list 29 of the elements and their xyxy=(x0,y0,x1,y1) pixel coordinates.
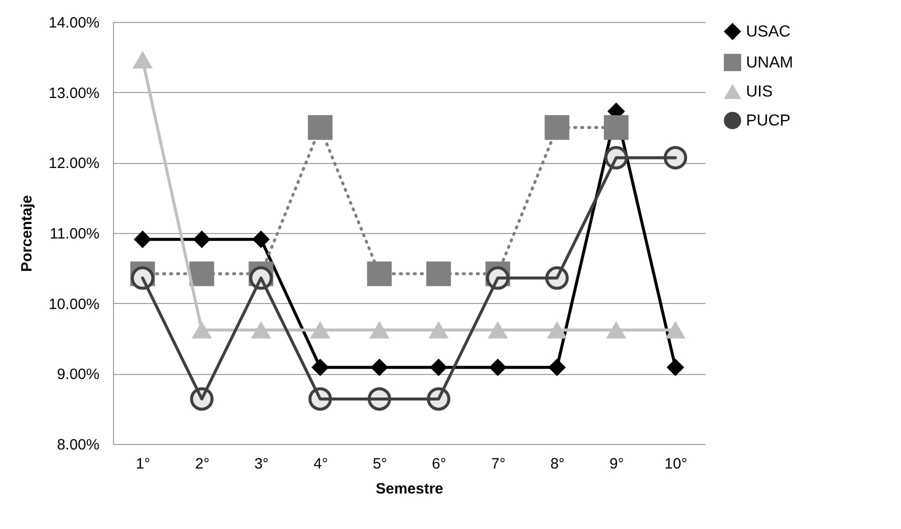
point xyxy=(367,261,392,286)
y-tick-label: 14.00% xyxy=(48,14,100,32)
legend-label: UNAM xyxy=(746,54,794,72)
x-tick-label: 5° xyxy=(372,456,388,472)
point xyxy=(426,261,451,286)
y-axis-title: Porcentaje xyxy=(18,195,36,272)
point xyxy=(604,115,629,140)
y-tick-label: 8.00% xyxy=(56,436,100,454)
x-tick-label: 8° xyxy=(550,456,565,472)
x-tick-label: 1° xyxy=(136,456,150,472)
y-tick-label: 10.00% xyxy=(48,296,100,313)
y-tick-label: 13.00% xyxy=(48,84,100,102)
x-tick-label: 7° xyxy=(491,456,506,472)
legend-label: USAC xyxy=(746,24,790,40)
legend-label: PUCP xyxy=(746,112,790,130)
x-tick-label: 4° xyxy=(314,456,328,472)
y-tick-label: 12.00% xyxy=(48,155,100,172)
point xyxy=(544,115,570,140)
x-tick-label: 9° xyxy=(610,456,624,472)
point xyxy=(308,115,333,140)
legend-label: UIS xyxy=(746,84,773,100)
x-tick-label: 6° xyxy=(432,456,446,472)
x-axis-title: Semestre xyxy=(376,480,444,498)
x-tick-label: 3° xyxy=(254,456,269,472)
x-tick-label: 2° xyxy=(195,456,210,472)
point xyxy=(664,146,688,170)
y-tick-label: 9.00% xyxy=(56,366,100,384)
y-tick-label: 11.00% xyxy=(50,226,100,242)
x-tick-label: 10° xyxy=(664,456,688,472)
